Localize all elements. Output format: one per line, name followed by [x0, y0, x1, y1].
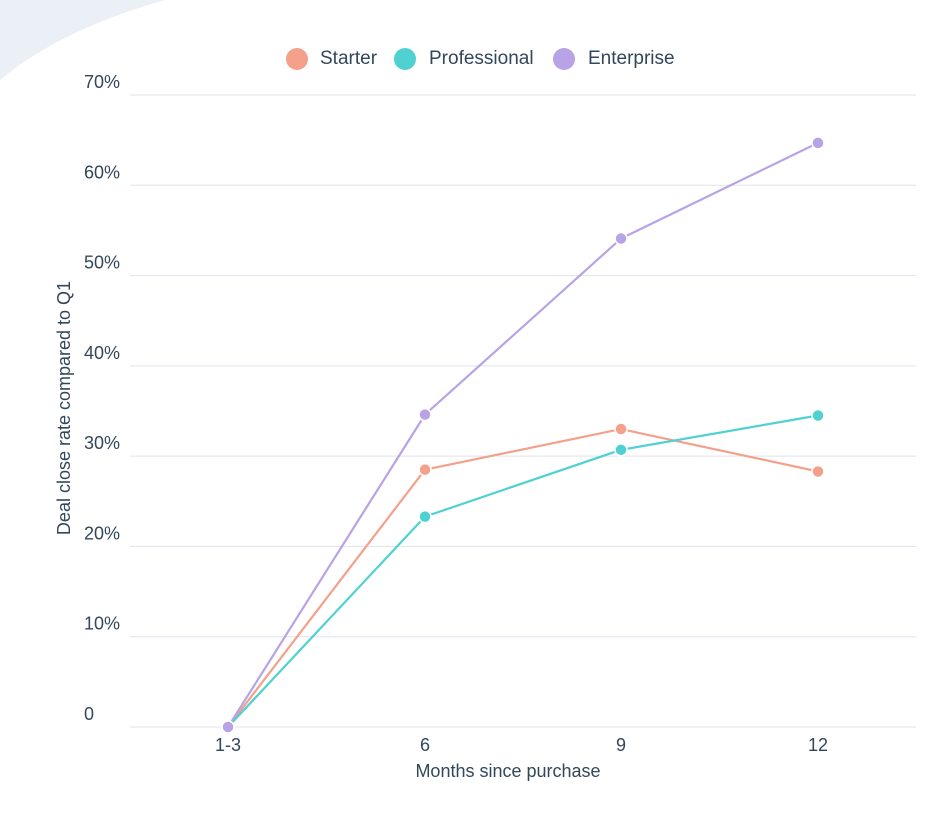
legend-item-starter: Starter [286, 48, 378, 70]
legend-label-professional: Professional [429, 48, 534, 69]
x-axis-ticks: 1-3 6 9 12 [215, 735, 828, 755]
x-tick-label: 12 [808, 735, 828, 755]
y-tick-label: 70% [84, 72, 120, 92]
series-lines [226, 141, 820, 729]
data-point-enterprise [221, 720, 235, 734]
data-point-professional [811, 408, 825, 423]
x-tick-label: 6 [420, 735, 430, 755]
data-point-starter [418, 462, 432, 477]
data-point-enterprise [811, 136, 825, 150]
y-tick-label: 10% [84, 614, 120, 634]
y-axis-label: Deal close rate compared to Q1 [54, 281, 74, 535]
series-line-enterprise [226, 141, 820, 729]
y-tick-label: 60% [84, 162, 120, 182]
legend-marker-enterprise [553, 48, 575, 70]
x-axis-label: Months since purchase [415, 761, 600, 781]
legend-item-enterprise: Enterprise [553, 48, 675, 70]
legend-label-starter: Starter [320, 48, 378, 69]
y-tick-label: 20% [84, 523, 120, 543]
gridlines [130, 94, 916, 728]
data-point-enterprise [418, 407, 432, 422]
data-point-professional [614, 443, 628, 457]
y-tick-label: 0 [84, 704, 94, 724]
data-point-enterprise [614, 231, 628, 246]
legend: Starter Professional Enterprise [286, 48, 675, 70]
legend-item-professional: Professional [394, 48, 534, 70]
data-point-starter [811, 464, 825, 479]
background-accent-shape [0, 0, 165, 80]
legend-label-enterprise: Enterprise [588, 48, 675, 69]
series-line-starter [226, 427, 820, 729]
data-point-starter [614, 422, 628, 436]
x-tick-label: 9 [616, 735, 626, 755]
y-tick-label: 50% [84, 253, 120, 273]
legend-marker-professional [394, 48, 416, 70]
y-tick-label: 30% [84, 433, 120, 453]
y-axis-ticks: 0 10% 20% 30% 40% 50% 60% 70% [84, 72, 120, 724]
legend-marker-starter [286, 48, 308, 70]
series-points [221, 136, 825, 734]
y-tick-label: 40% [84, 343, 120, 363]
x-tick-label: 1-3 [215, 735, 241, 755]
series-line-professional [226, 414, 820, 729]
data-point-professional [418, 509, 432, 524]
